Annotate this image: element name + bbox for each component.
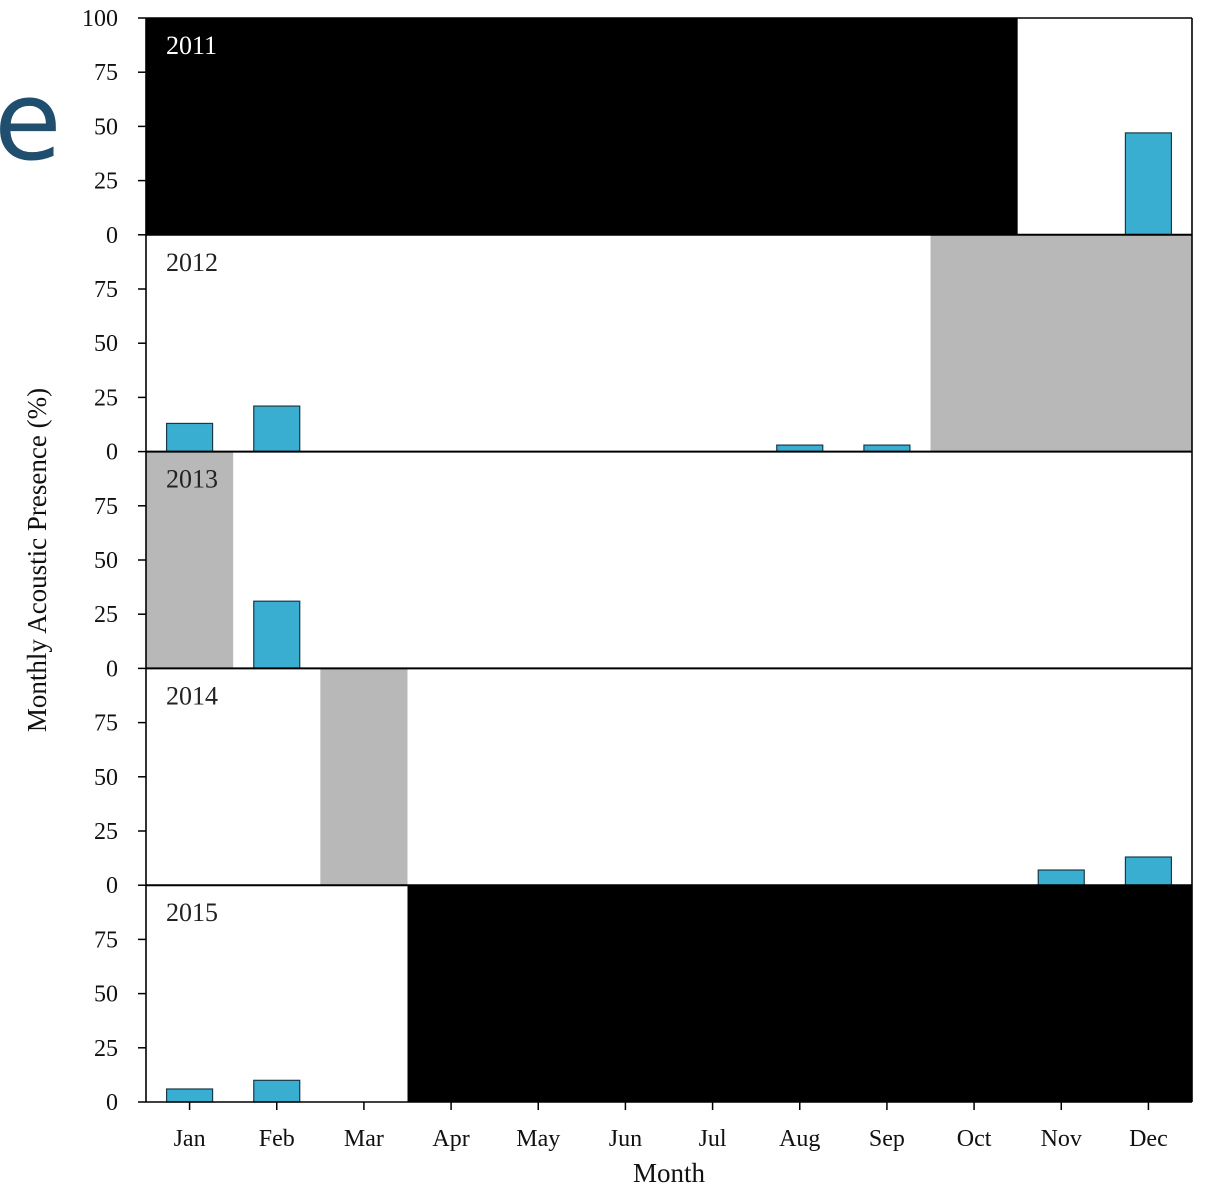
panel-year-label: 2012 (166, 248, 218, 277)
y-tick-label: 50 (94, 114, 118, 140)
labels: 2011 100 75 50 25 0 2012 75 50 25 0 2013 75 50 25 0 2014… (82, 6, 1168, 1152)
y-tick-label: 75 (94, 60, 118, 86)
y-tick-label: 25 (94, 169, 118, 195)
y-tick-label: 75 (94, 277, 118, 303)
y-tick-label: 50 (94, 331, 118, 357)
x-tick-label-aug: Aug (779, 1126, 820, 1152)
x-tick-label-jun: Jun (609, 1126, 642, 1152)
y-tick-label: 25 (94, 819, 118, 845)
x-tick-label-oct: Oct (957, 1126, 992, 1152)
y-tick-label: 0 (106, 223, 118, 249)
panel-year-label: 2013 (166, 465, 218, 494)
x-tick-label-mar: Mar (344, 1126, 384, 1152)
bar-2015-jan (165, 1088, 214, 1103)
y-axis-title: Monthly Acoustic Presence (%) (22, 388, 52, 732)
shade-partial-2013 (146, 451, 234, 669)
bar-2015-feb (253, 1079, 301, 1103)
x-tick-label-dec: Dec (1129, 1126, 1168, 1152)
bar-2011-dec (1124, 132, 1173, 236)
y-tick-label: 75 (94, 927, 118, 953)
panel-year-label: 2011 (166, 31, 217, 60)
x-tick-label-jan: Jan (174, 1126, 206, 1152)
shade-no_data-2011 (146, 18, 1018, 235)
y-tick-label: 0 (106, 873, 118, 899)
bar-2014-dec (1124, 856, 1173, 886)
panel-year-label: 2014 (166, 681, 218, 710)
y-tick-label: 50 (94, 765, 118, 791)
shade-partial-2014 (320, 668, 408, 886)
shade-no_data-2015 (407, 885, 1192, 1102)
x-tick-label-apr: Apr (432, 1126, 469, 1152)
x-tick-label-jul: Jul (699, 1126, 727, 1152)
panel-frames (138, 17, 1193, 1110)
shade-partial-2012 (930, 234, 1192, 452)
x-axis-title: Month (633, 1158, 706, 1188)
y-tick-label: 50 (94, 982, 118, 1008)
y-tick-label: 50 (94, 548, 118, 574)
panel-year-label: 2015 (166, 898, 218, 927)
y-tick-label: 25 (94, 602, 118, 628)
y-tick-label: 75 (94, 494, 118, 520)
bars (165, 132, 1173, 1103)
x-tick-label-may: May (516, 1126, 560, 1152)
x-tick-label-sep: Sep (869, 1126, 905, 1152)
y-tick-label: 25 (94, 1036, 118, 1062)
y-tick-label: 100 (82, 6, 118, 32)
bar-2012-jan (165, 422, 214, 453)
y-tick-label: 25 (94, 385, 118, 411)
y-tick-label: 0 (106, 440, 118, 466)
x-tick-label-feb: Feb (259, 1126, 295, 1152)
y-tick-label: 75 (94, 711, 118, 737)
bar-2014-nov (1037, 869, 1085, 886)
corner-letter-fragment: e (0, 57, 62, 185)
x-tick-label-nov: Nov (1041, 1126, 1082, 1152)
bar-2012-feb (253, 405, 301, 453)
y-tick-label: 0 (106, 1090, 118, 1116)
y-tick-label: 0 (106, 656, 118, 682)
shaded-regions (146, 18, 1192, 1102)
bar-2013-feb (253, 600, 301, 670)
